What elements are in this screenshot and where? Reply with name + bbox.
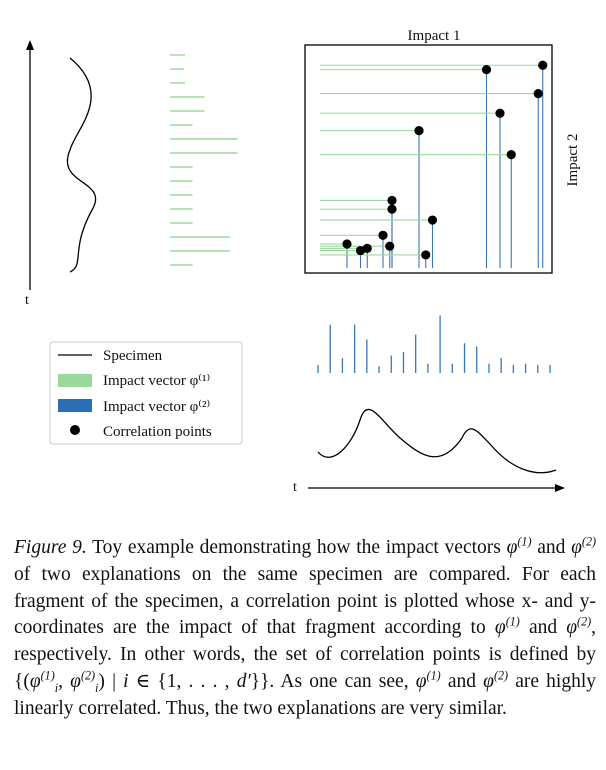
vertical-specimen-curve: [66, 57, 97, 273]
legend-dot-swatch: [70, 425, 80, 435]
scatter-projection-lines: [320, 64, 544, 268]
correlation-point: [385, 241, 395, 251]
legend-blue-swatch: [58, 399, 92, 412]
caption-text: of two explanations on the same specimen…: [14, 563, 596, 639]
phi-1-symbol: φ(1): [506, 534, 532, 558]
impact-vector-1-bars: [170, 54, 238, 266]
correlation-scatter-panel: Impact 1 Impact 2: [304, 28, 581, 274]
caption-text: , respectively. In other words, the set …: [14, 617, 597, 666]
legend-item-specimen: Specimen: [58, 348, 163, 364]
legend-green-swatch: [58, 374, 92, 387]
legend-item-correlation-points: Correlation points: [70, 424, 212, 440]
phi-2-symbol: φ(2): [483, 668, 509, 692]
caption-text: Toy example demonstrating how the impact…: [92, 537, 501, 558]
legend-label: Specimen: [103, 348, 163, 364]
legend: Specimen Impact vector φ⁽¹⁾ Impact vecto…: [49, 341, 243, 445]
legend-item-impact-vector-1: Impact vector φ⁽¹⁾: [58, 372, 210, 389]
correlation-point: [495, 108, 505, 118]
phi-1-symbol: φ(1): [415, 668, 441, 692]
correlation-point: [387, 204, 397, 214]
correlation-point: [427, 215, 438, 225]
impact-1-axis-label: Impact 1: [408, 28, 461, 44]
correlation-point: [414, 126, 424, 136]
caption-text: and: [537, 537, 566, 558]
figure: t Impact 1 Impact 2 t Specimen Impact ve…: [25, 28, 581, 495]
phi-1-symbol: φ(1): [494, 614, 520, 639]
vertical-specimen-panel: t: [25, 40, 97, 308]
impact-vector-2-bars: [317, 315, 551, 373]
phi-2-symbol: φ(2): [566, 614, 592, 639]
horizontal-specimen-panel: t: [293, 408, 565, 495]
vertical-time-axis-label: t: [25, 293, 29, 308]
correlation-point: [342, 239, 352, 249]
impact-2-axis-label: Impact 2: [565, 134, 581, 187]
correlation-point: [378, 230, 388, 240]
figure-caption: Figure 9. Toy example demonstrating how …: [14, 535, 596, 723]
set-definition: {(φ(1)i, φ(2)i) | i ∈ {1, . . . , d′}}.: [14, 668, 275, 695]
caption-text: As one can see,: [280, 670, 409, 692]
caption-text: are highly linearly correlated. Thus, th…: [14, 670, 597, 719]
caption-text: and: [528, 617, 558, 639]
correlation-point: [481, 65, 492, 75]
legend-item-impact-vector-2: Impact vector φ⁽²⁾: [58, 398, 210, 415]
correlation-point: [362, 243, 372, 253]
correlation-point: [506, 150, 516, 160]
correlation-point: [538, 60, 548, 70]
correlation-point: [421, 250, 431, 260]
legend-label: Correlation points: [103, 424, 212, 440]
caption-text: and: [447, 670, 476, 692]
correlation-point: [533, 89, 543, 99]
legend-label: Impact vector φ⁽²⁾: [103, 398, 210, 415]
scatter-frame: [304, 44, 553, 274]
correlation-point: [387, 195, 397, 206]
phi-2-symbol: φ(2): [571, 534, 597, 558]
legend-frame: [49, 341, 243, 445]
caption-label: Figure 9.: [14, 537, 87, 558]
scatter-points: [342, 60, 548, 260]
legend-label: Impact vector φ⁽¹⁾: [103, 372, 210, 389]
horizontal-time-axis-label: t: [293, 480, 297, 495]
horizontal-specimen-curve: [317, 408, 557, 474]
